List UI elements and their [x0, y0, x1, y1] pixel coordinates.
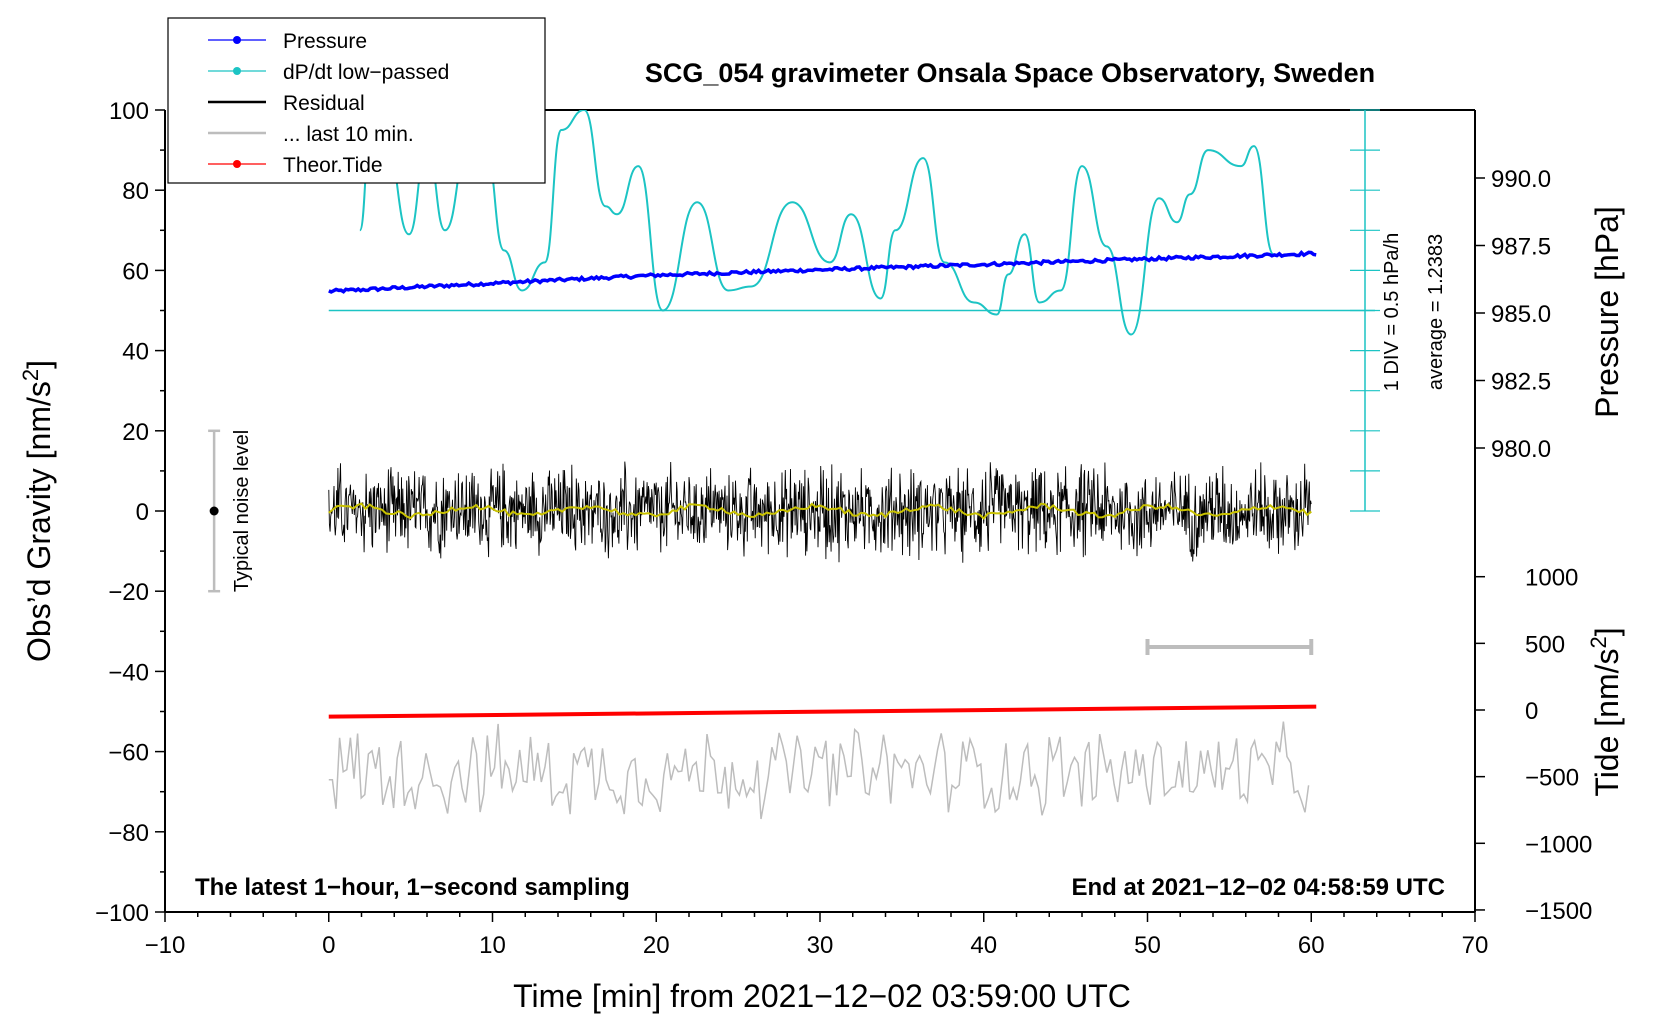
pressure-tick-label: 987.5	[1491, 234, 1551, 261]
end-time-note: End at 2021−12−02 04:58:59 UTC	[1071, 874, 1445, 901]
pressure-tick-label: 990.0	[1491, 166, 1551, 193]
tide-tick-label: 1000	[1525, 565, 1578, 592]
legend-label: Pressure	[283, 30, 367, 53]
pressure-tick-label: 980.0	[1491, 436, 1551, 463]
legend-label: Residual	[283, 92, 365, 115]
tide-tick-label: 500	[1525, 631, 1565, 658]
x-tick-label: 40	[970, 932, 997, 959]
legend-label: ... last 10 min.	[283, 123, 414, 146]
x-tick-label: 10	[479, 932, 506, 959]
residual-line	[328, 461, 1312, 563]
x-tick-label: −10	[145, 932, 186, 959]
legend-label: Theor.Tide	[283, 154, 383, 177]
dpdt-scale-label: 1 DIV = 0.5 hPa/h	[1381, 233, 1403, 391]
sampling-note: The latest 1−hour, 1−second sampling	[195, 874, 630, 901]
last10-layer	[328, 639, 1314, 820]
tide-axis-ticks: 1000 500 0 −500 −1000 −1500	[1475, 565, 1592, 925]
y-tick-label: 20	[122, 419, 149, 446]
y-tick-label: 80	[122, 178, 149, 205]
y-tick-label: −20	[108, 579, 149, 606]
tide-line	[328, 704, 1317, 719]
y-tick-label: −40	[108, 659, 149, 686]
legend-marker	[233, 36, 241, 44]
x-axis-label: Time [min] from 2021−12−02 03:59:00 UTC	[513, 978, 1131, 1014]
tide-tick-label: −1000	[1525, 831, 1592, 858]
y-tick-label: −60	[108, 740, 149, 767]
y-tick-label: 40	[122, 339, 149, 366]
x-tick-label: 50	[1134, 932, 1161, 959]
tide-layer	[328, 704, 1317, 719]
x-tick-label: 20	[643, 932, 670, 959]
legend: Pressure dP/dt low−passed Residual ... last…	[167, 17, 546, 184]
legend-label: dP/dt low−passed	[283, 61, 449, 84]
chart-title: SCG_054 gravimeter Onsala Space Observat…	[645, 58, 1375, 88]
x-axis-ticks: −10 0 10 20 30 40 50 60 70	[145, 912, 1489, 959]
y-tick-label: −100	[95, 900, 149, 927]
y-axis-label: Obs’d Gravity [nm/s2]	[18, 360, 57, 662]
tide-tick-label: −1500	[1525, 898, 1592, 925]
noise-bar-dot	[209, 506, 219, 516]
dpdt-average-label: average = 1.2383	[1425, 234, 1447, 390]
pressure-layer	[328, 249, 1317, 294]
y-tick-label: 60	[122, 258, 149, 285]
x-tick-label: 0	[322, 932, 335, 959]
y-tick-label: 0	[136, 499, 149, 526]
tide-tick-label: −500	[1525, 765, 1579, 792]
tide-tick-label: 0	[1525, 698, 1538, 725]
noise-bar	[208, 429, 221, 593]
pressure-tick-label: 982.5	[1491, 369, 1551, 396]
legend-marker	[233, 160, 241, 168]
x-tick-label: 70	[1462, 932, 1489, 959]
x-tick-label: 60	[1298, 932, 1325, 959]
x-tick-label: 30	[807, 932, 834, 959]
noise-label: Typical noise level	[231, 430, 253, 592]
pressure-axis-ticks: 990.0 987.5 985.0 982.5 980.0	[1475, 166, 1551, 463]
residual-layer	[328, 461, 1312, 563]
residual-smoothed-line	[328, 502, 1312, 520]
y-tick-label: 100	[109, 98, 149, 125]
legend-marker	[233, 67, 241, 75]
y-tick-label: −80	[108, 820, 149, 847]
tide-axis-label: Tide [nm/s2]	[1586, 627, 1625, 796]
last10-line	[328, 721, 1310, 820]
y-axis-ticks: 100 80 60 40 20 0 −20 −40 −60 −80 −100	[95, 98, 165, 927]
pressure-line	[328, 249, 1317, 294]
pressure-tick-label: 985.0	[1491, 301, 1551, 328]
pressure-axis-label: Pressure [hPa]	[1589, 206, 1625, 418]
